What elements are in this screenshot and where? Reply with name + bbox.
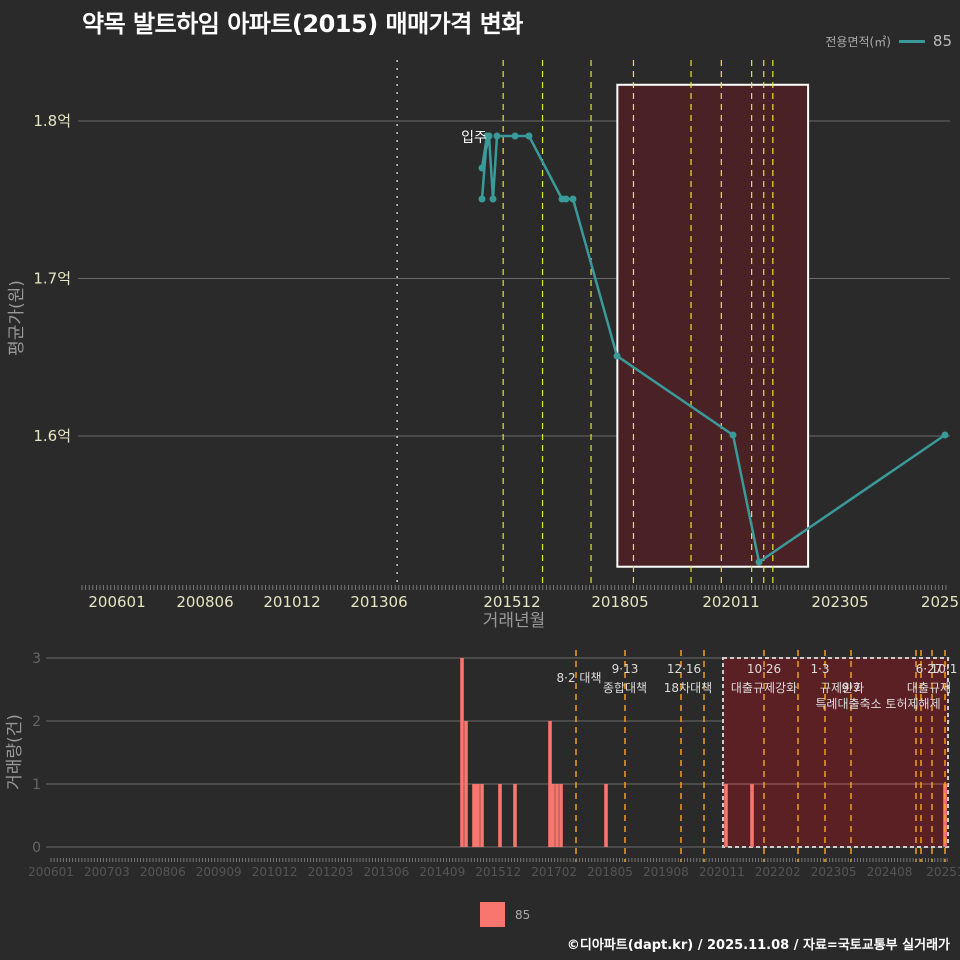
volume-bar[interactable] xyxy=(460,658,464,847)
x-tick-label: 201012 xyxy=(252,865,298,879)
volume-bar[interactable] xyxy=(464,721,468,847)
data-point[interactable] xyxy=(729,431,737,439)
x-tick-label: 200601 xyxy=(28,865,74,879)
volume-bar[interactable] xyxy=(604,784,608,847)
volume-bar[interactable] xyxy=(513,784,517,847)
chart-title: 약목 발트하임 아파트(2015) 매매가격 변화 xyxy=(82,10,523,38)
volume-bar[interactable] xyxy=(724,784,728,847)
legend-value: 85 xyxy=(932,32,952,50)
volume-bar[interactable] xyxy=(750,784,754,847)
x-tick-label: 201203 xyxy=(308,865,354,879)
legend-label: 전용면적(㎡) xyxy=(825,34,891,49)
x-tick-label: 200806 xyxy=(140,865,186,879)
policy-label: 종합대책 xyxy=(603,680,647,695)
data-point[interactable] xyxy=(755,558,763,566)
x-tick-label: 202305 xyxy=(811,865,857,879)
policy-label: 18차대책 xyxy=(664,680,712,695)
credit-text: ©디아파트(dapt.kr) / 2025.11.08 / 자료=국토교통부 실… xyxy=(566,938,950,953)
data-point[interactable] xyxy=(569,195,577,203)
policy-date: 12·16 xyxy=(667,662,701,676)
highlight-rect xyxy=(722,657,949,848)
policy-date: 9·13 xyxy=(612,662,639,676)
x-tick-label: 202011 xyxy=(702,593,759,611)
volume-bar[interactable] xyxy=(476,784,480,847)
legend-top: 전용면적(㎡) 85 xyxy=(825,32,952,50)
x-tick-label: 201409 xyxy=(419,865,465,879)
legend-bottom-value: 85 xyxy=(515,907,531,922)
policy-label: 대출규제 xyxy=(907,681,951,695)
x-tick-label: 20251 xyxy=(926,865,960,879)
volume-bar[interactable] xyxy=(551,784,555,847)
policy-label: 대출규제강화 xyxy=(731,681,797,695)
policy-date: 10·26 xyxy=(747,662,781,676)
x-axis-title: 거래년월 xyxy=(483,611,546,631)
y-tick-label: 1.7억 xyxy=(33,270,71,288)
policy-label: 특례대출축소 토허제해제 xyxy=(815,697,940,711)
volume-bar[interactable] xyxy=(559,784,563,847)
data-point[interactable] xyxy=(613,352,621,360)
data-point[interactable] xyxy=(525,132,533,140)
y-axis-title: 거래량(건) xyxy=(5,714,25,790)
x-tick-label: 201702 xyxy=(531,865,577,879)
y-tick-label: 3 xyxy=(32,651,41,667)
x-tick-label: 2025 xyxy=(921,593,959,611)
x-tick-label: 201512 xyxy=(483,593,540,611)
y-axis-title: 평균가(원) xyxy=(7,280,27,356)
data-point[interactable] xyxy=(511,132,519,140)
data-point[interactable] xyxy=(478,164,486,172)
x-tick-label: 202202 xyxy=(755,865,801,879)
volume-bar[interactable] xyxy=(472,784,476,847)
data-point[interactable] xyxy=(489,195,497,203)
x-tick-label: 202305 xyxy=(811,593,868,611)
volume-bar[interactable] xyxy=(548,721,552,847)
volume-bar[interactable] xyxy=(480,784,484,847)
legend-bar-swatch xyxy=(480,902,505,927)
policy-date: 9·7 xyxy=(841,681,860,695)
policy-date: 6·27 xyxy=(916,662,943,676)
legend-line-swatch xyxy=(898,39,925,43)
y-tick-label: 1.8억 xyxy=(33,112,71,130)
x-tick-label: 201512 xyxy=(475,865,521,879)
legend-bottom: 85 xyxy=(480,902,530,927)
y-tick-label: 2 xyxy=(32,714,41,730)
policy-date: 1·3 xyxy=(810,662,829,676)
x-tick-label: 201306 xyxy=(363,865,409,879)
price-line-chart: 200601 200806 201012 201306 201512 201805 2020… xyxy=(7,60,959,631)
policy-date: 10·1 xyxy=(931,662,958,676)
data-point[interactable] xyxy=(478,195,486,203)
data-point[interactable] xyxy=(485,132,493,140)
x-tick-label: 202408 xyxy=(867,865,913,879)
x-tick-label: 201805 xyxy=(587,865,633,879)
volume-bar[interactable] xyxy=(555,784,559,847)
y-tick-label: 0 xyxy=(32,840,41,856)
move-in-label: 입주 xyxy=(461,130,487,146)
x-tick-label: 200909 xyxy=(196,865,242,879)
y-tick-label: 1.6억 xyxy=(33,427,71,445)
policy-label: 8·2 대책 xyxy=(557,670,602,685)
x-tick-label: 200601 xyxy=(88,593,145,611)
x-tick-label: 201908 xyxy=(643,865,689,879)
y-tick-label: 1 xyxy=(32,777,41,793)
policy-label: 규제완화 xyxy=(820,681,864,695)
volume-bar[interactable] xyxy=(474,784,478,847)
highlight-rect xyxy=(616,83,810,568)
volume-bar[interactable] xyxy=(498,784,502,847)
x-tick-label: 201306 xyxy=(350,593,407,611)
x-tick-label: 200806 xyxy=(176,593,233,611)
x-tick-label: 201012 xyxy=(263,593,320,611)
data-point[interactable] xyxy=(562,195,570,203)
volume-bar-chart: 8·2 대책 9·13 종합대책 12·16 18차대책 10·26 대출규제강화 1·3 규제… xyxy=(5,650,960,879)
x-tick-label: 201805 xyxy=(591,593,648,611)
x-tick-label: 202011 xyxy=(699,865,745,879)
data-point[interactable] xyxy=(493,132,501,140)
data-point[interactable] xyxy=(941,431,949,439)
x-tick-label: 200703 xyxy=(84,865,130,879)
